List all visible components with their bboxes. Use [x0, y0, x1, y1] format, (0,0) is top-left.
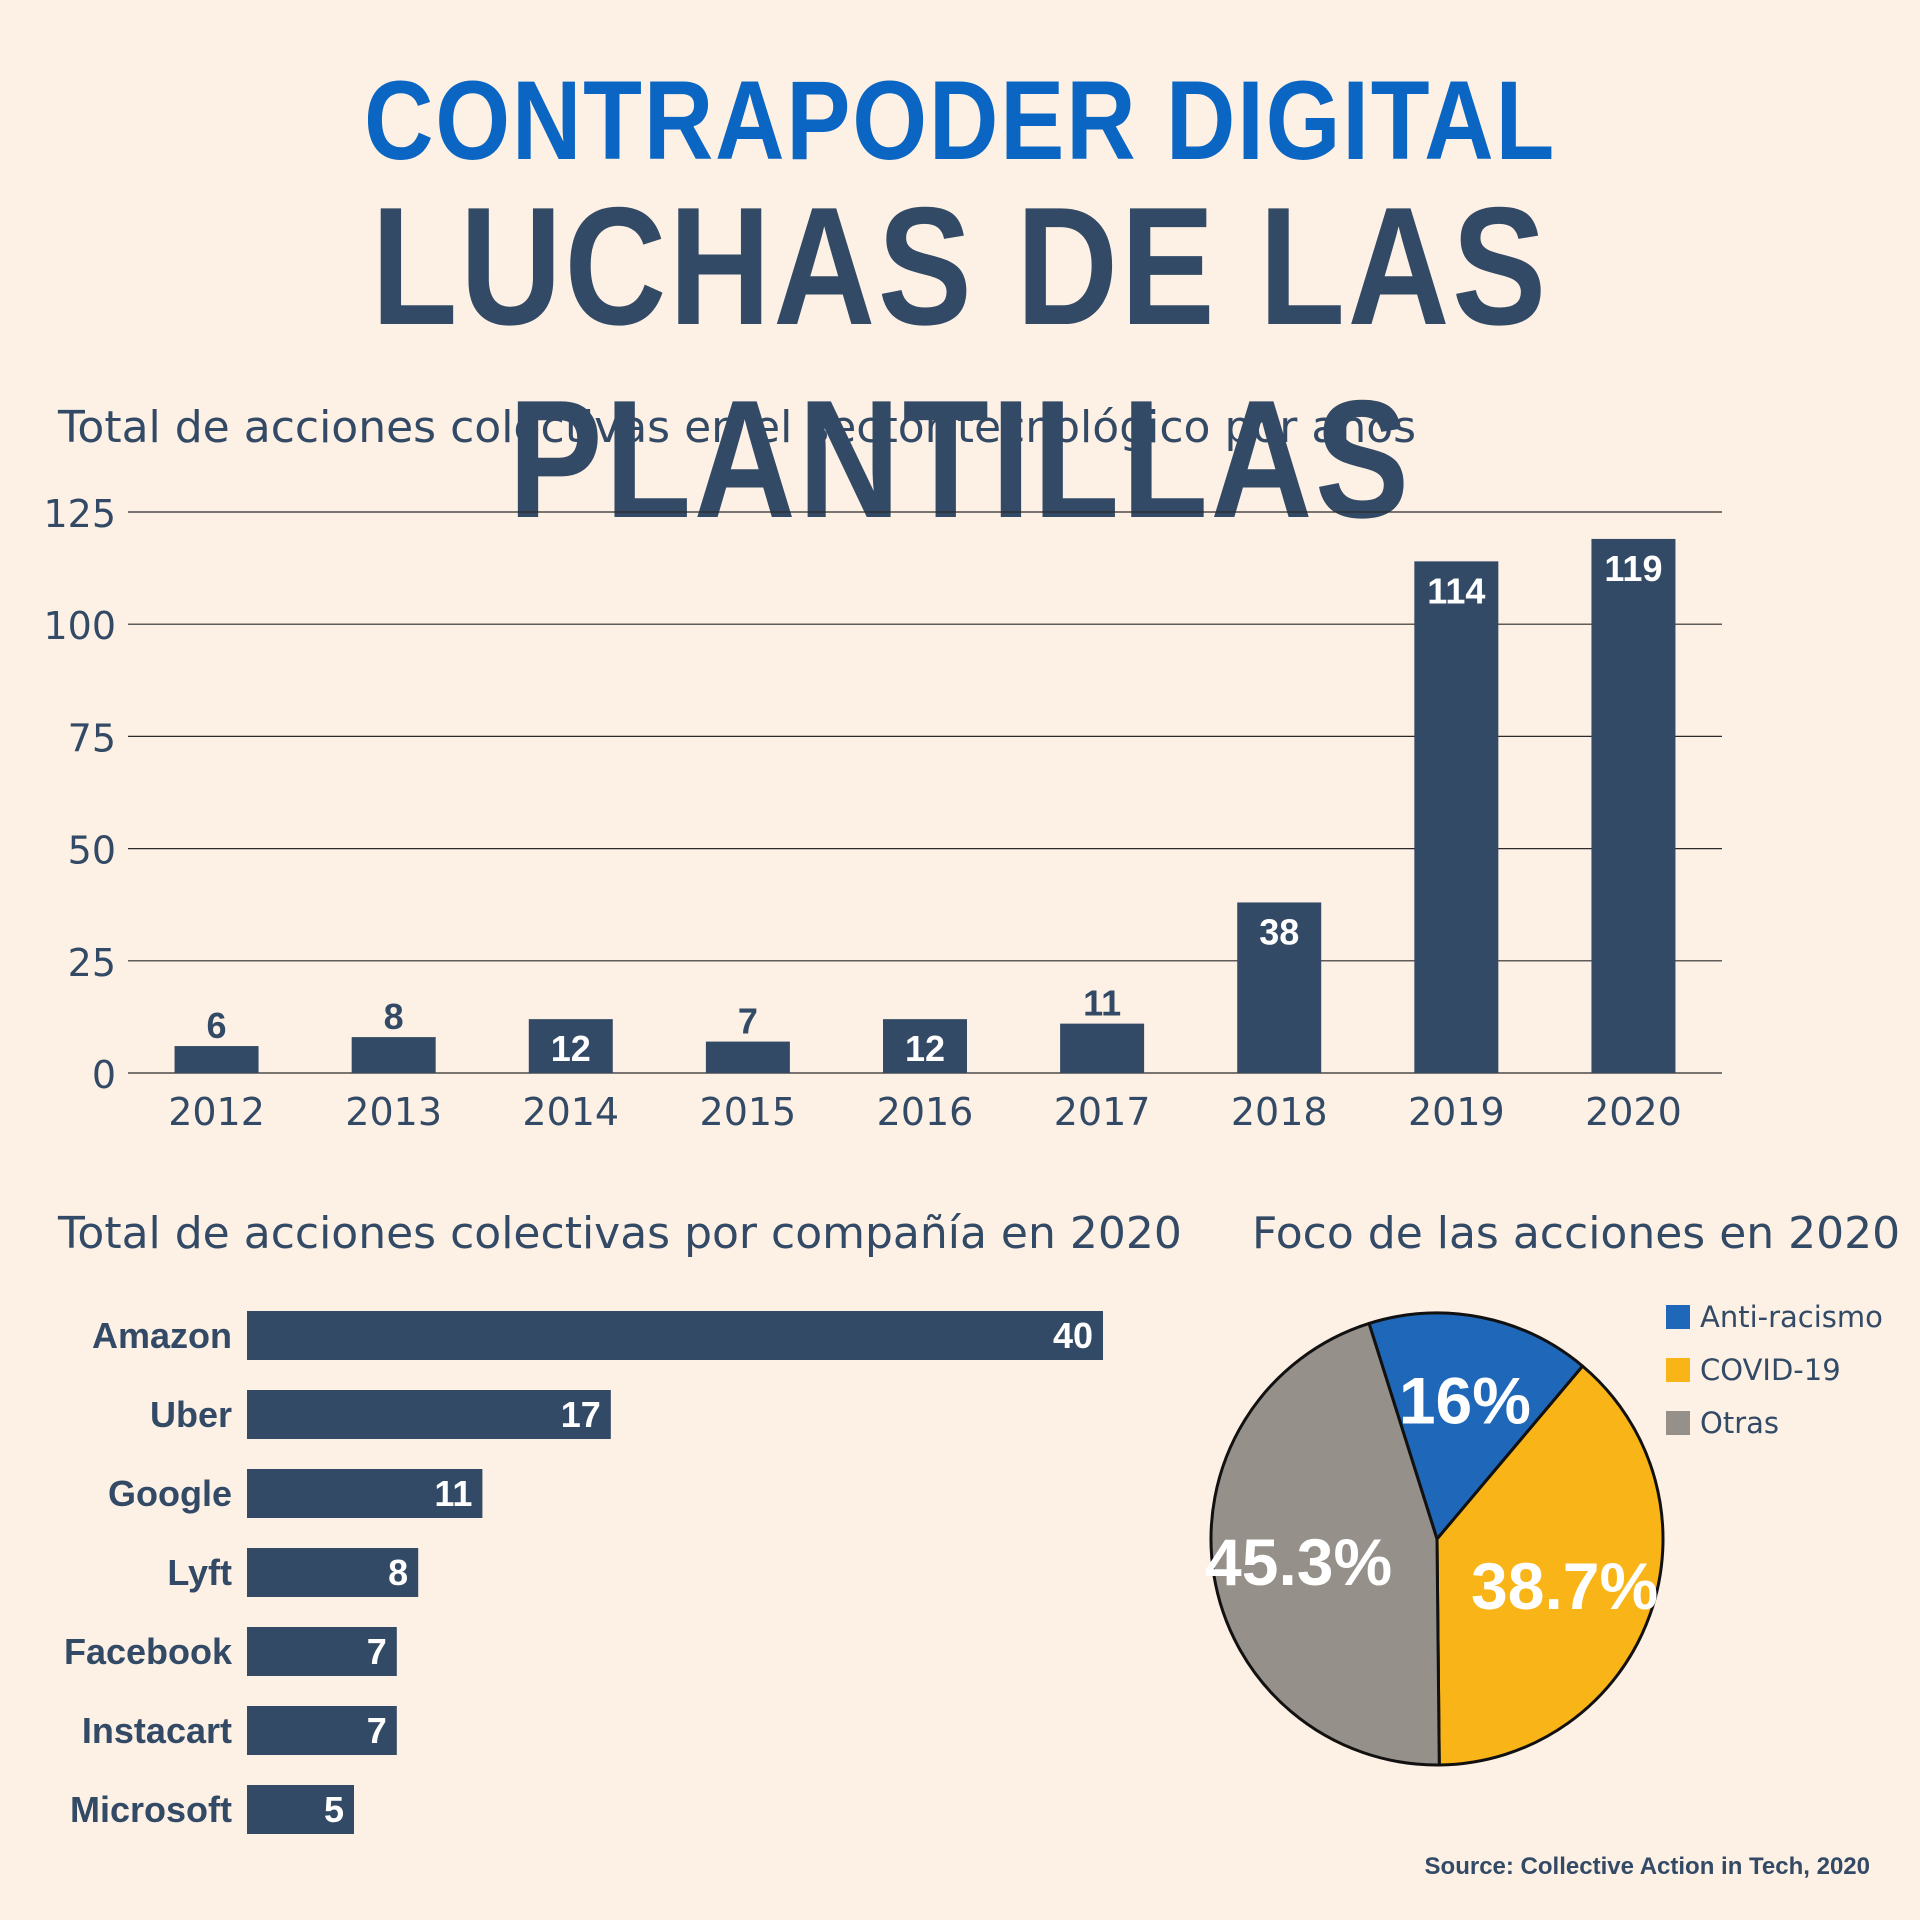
pie-slice: [1209, 1321, 1441, 1767]
x-tick-label: 2017: [1054, 1090, 1151, 1134]
data-label: 11: [1083, 983, 1121, 1024]
category-label: Uber: [150, 1394, 232, 1435]
bar: [1060, 1023, 1145, 1073]
category-label: Microsoft: [70, 1789, 232, 1830]
x-tick-label: 2016: [877, 1090, 974, 1134]
bar: [1591, 538, 1676, 1073]
data-label: 7: [738, 1001, 758, 1042]
y-tick-label: 75: [68, 716, 116, 760]
legend-item-anti-racismo: Anti-racismo: [1666, 1290, 1883, 1343]
pie-value-label: 16%: [1399, 1363, 1531, 1437]
data-label: 8: [388, 1552, 408, 1593]
category-label: Facebook: [64, 1631, 233, 1672]
y-tick-label: 25: [68, 941, 116, 985]
supertitle: CONTRAPODER DIGITAL: [363, 58, 1557, 183]
x-tick-label: 2018: [1231, 1090, 1328, 1134]
bar: [1237, 902, 1322, 1073]
data-label: 17: [561, 1394, 601, 1435]
data-label: 8: [384, 996, 404, 1037]
bar: [1414, 561, 1499, 1073]
x-tick-label: 2012: [168, 1090, 265, 1134]
bar: [351, 1037, 436, 1073]
data-label: 7: [367, 1631, 387, 1672]
pie-value-label: 38.7%: [1471, 1549, 1658, 1623]
data-label: 11: [434, 1473, 472, 1514]
category-label: Instacart: [82, 1710, 232, 1751]
bar: [247, 1785, 354, 1834]
focus-chart-title: Foco de las acciones en 2020: [1252, 1208, 1901, 1259]
legend-label: COVID-19: [1700, 1352, 1841, 1387]
data-label: 7: [367, 1710, 387, 1751]
y-tick-label: 125: [43, 492, 116, 536]
category-label: Google: [108, 1473, 232, 1514]
x-tick-label: 2014: [522, 1090, 619, 1134]
category-label: Amazon: [92, 1315, 232, 1356]
legend-label: Otras: [1700, 1405, 1779, 1440]
page-title: LUCHAS DE LAS PLANTILLAS: [371, 172, 1549, 553]
bar: [883, 1019, 967, 1073]
data-label: 5: [324, 1789, 344, 1830]
x-tick-label: 2019: [1408, 1090, 1505, 1134]
x-tick-label: 2013: [345, 1090, 442, 1134]
yearly-bar-chart: 0 25 50 75 100 125 6 2012 8 2013 12 2014 7 2015 12 2016…: [43, 492, 1722, 1134]
legend-item-otras: Otras: [1666, 1396, 1883, 1449]
y-tick-label: 50: [68, 829, 116, 873]
x-tick-label: 2020: [1585, 1090, 1682, 1134]
company-chart-title: Total de acciones colectivas por compañí…: [58, 1208, 1182, 1259]
legend-swatch: [1666, 1357, 1690, 1382]
yearly-chart-title: Total de acciones colectivas en el secto…: [58, 402, 1417, 453]
bar: [247, 1548, 419, 1597]
legend-swatch: [1666, 1410, 1690, 1435]
bar: [247, 1706, 397, 1755]
legend-label: Anti-racismo: [1700, 1299, 1883, 1334]
pie-legend: Anti-racismo COVID-19 Otras: [1666, 1290, 1883, 1449]
bar: [528, 1019, 613, 1073]
legend-item-covid: COVID-19: [1666, 1343, 1883, 1396]
category-label: Lyft: [167, 1552, 232, 1593]
data-label: 119: [1604, 548, 1662, 589]
bar: [247, 1311, 1103, 1360]
bar: [174, 1046, 259, 1073]
bar: [247, 1627, 397, 1676]
data-label: 12: [551, 1028, 591, 1069]
bar: [247, 1469, 483, 1518]
bar: [247, 1390, 611, 1439]
source-note: Source: Collective Action in Tech, 2020: [1424, 1853, 1870, 1880]
data-label: 38: [1259, 911, 1299, 952]
pie-slice: [1435, 1364, 1665, 1767]
y-tick-label: 0: [92, 1053, 116, 1097]
data-label: 6: [207, 1005, 227, 1046]
bar: [705, 1041, 790, 1073]
legend-swatch: [1666, 1304, 1690, 1329]
data-label: 12: [905, 1028, 945, 1069]
pie-value-label: 45.3%: [1205, 1525, 1392, 1599]
pie-slice: [1367, 1311, 1585, 1541]
data-label: 40: [1053, 1315, 1093, 1356]
data-label: 114: [1427, 570, 1485, 611]
y-tick-label: 100: [43, 604, 116, 648]
x-tick-label: 2015: [700, 1090, 797, 1134]
